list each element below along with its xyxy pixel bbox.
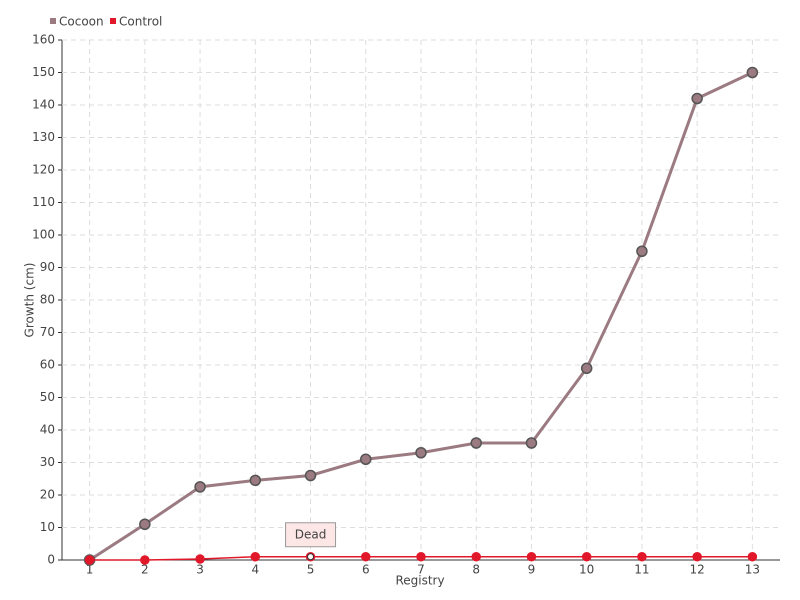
x-tick-label: 7 [417, 563, 425, 577]
x-tick-label: 10 [579, 563, 594, 577]
data-point [580, 362, 593, 374]
series-line [88, 71, 754, 562]
legend-swatch [50, 18, 56, 24]
data-point [194, 481, 206, 493]
data-point [525, 437, 538, 449]
legend-swatch [110, 18, 116, 24]
x-tick-label: 6 [362, 563, 370, 577]
data-point [691, 92, 703, 105]
x-tick-label: 1 [86, 563, 94, 577]
data-point [637, 552, 647, 562]
data-point [304, 469, 317, 482]
y-tick-label: 70 [40, 325, 55, 339]
x-tick-label: 9 [528, 563, 536, 577]
y-tick-label: 10 [40, 520, 55, 534]
x-tick-label: 2 [141, 563, 149, 577]
data-point [415, 447, 427, 459]
data-point [250, 552, 261, 562]
data-point [84, 555, 95, 565]
y-tick-label: 50 [40, 390, 55, 404]
x-tick-label: 5 [307, 563, 315, 577]
annotation-box [285, 522, 337, 548]
data-point [140, 555, 150, 565]
y-tick-label: 30 [40, 455, 55, 469]
y-tick-label: 130 [32, 130, 55, 144]
y-tick-label: 100 [32, 228, 55, 242]
y-tick-label: 160 [32, 33, 55, 47]
y-tick-label: 40 [40, 423, 55, 437]
data-point [360, 453, 372, 465]
y-tick-label: 0 [47, 553, 55, 567]
x-tick-label: 12 [690, 563, 705, 577]
data-point [416, 552, 426, 562]
y-tick-label: 140 [32, 98, 55, 112]
data-point [526, 552, 537, 562]
data-point [249, 474, 262, 487]
data-point [581, 552, 592, 562]
data-point [195, 554, 205, 564]
data-point [636, 245, 648, 257]
data-point [361, 552, 371, 562]
data-point [470, 437, 482, 449]
data-point [747, 552, 758, 562]
data-point [692, 552, 702, 562]
x-tick-label: 8 [472, 563, 480, 577]
data-point [471, 552, 481, 562]
x-tick-label: 4 [251, 563, 259, 577]
y-tick-label: 120 [32, 163, 55, 177]
legend-label: Cocoon [59, 15, 104, 29]
data-point [139, 518, 151, 530]
y-tick-label: 90 [40, 260, 55, 274]
y-axis-label: Growth (cm) [23, 263, 37, 338]
y-tick-label: 60 [40, 358, 55, 372]
x-axis-label: Registry [395, 574, 444, 588]
y-tick-label: 20 [40, 488, 55, 502]
x-tick-label: 13 [745, 563, 760, 577]
x-tick-label: 11 [634, 563, 649, 577]
y-tick-label: 80 [40, 293, 55, 307]
legend-label: Control [119, 15, 162, 29]
x-tick-label: 3 [196, 563, 204, 577]
data-point [746, 66, 759, 79]
y-tick-label: 150 [32, 65, 55, 79]
annotation-text: Dead [295, 527, 327, 541]
annotation-point [307, 553, 315, 561]
y-tick-label: 110 [32, 195, 55, 209]
